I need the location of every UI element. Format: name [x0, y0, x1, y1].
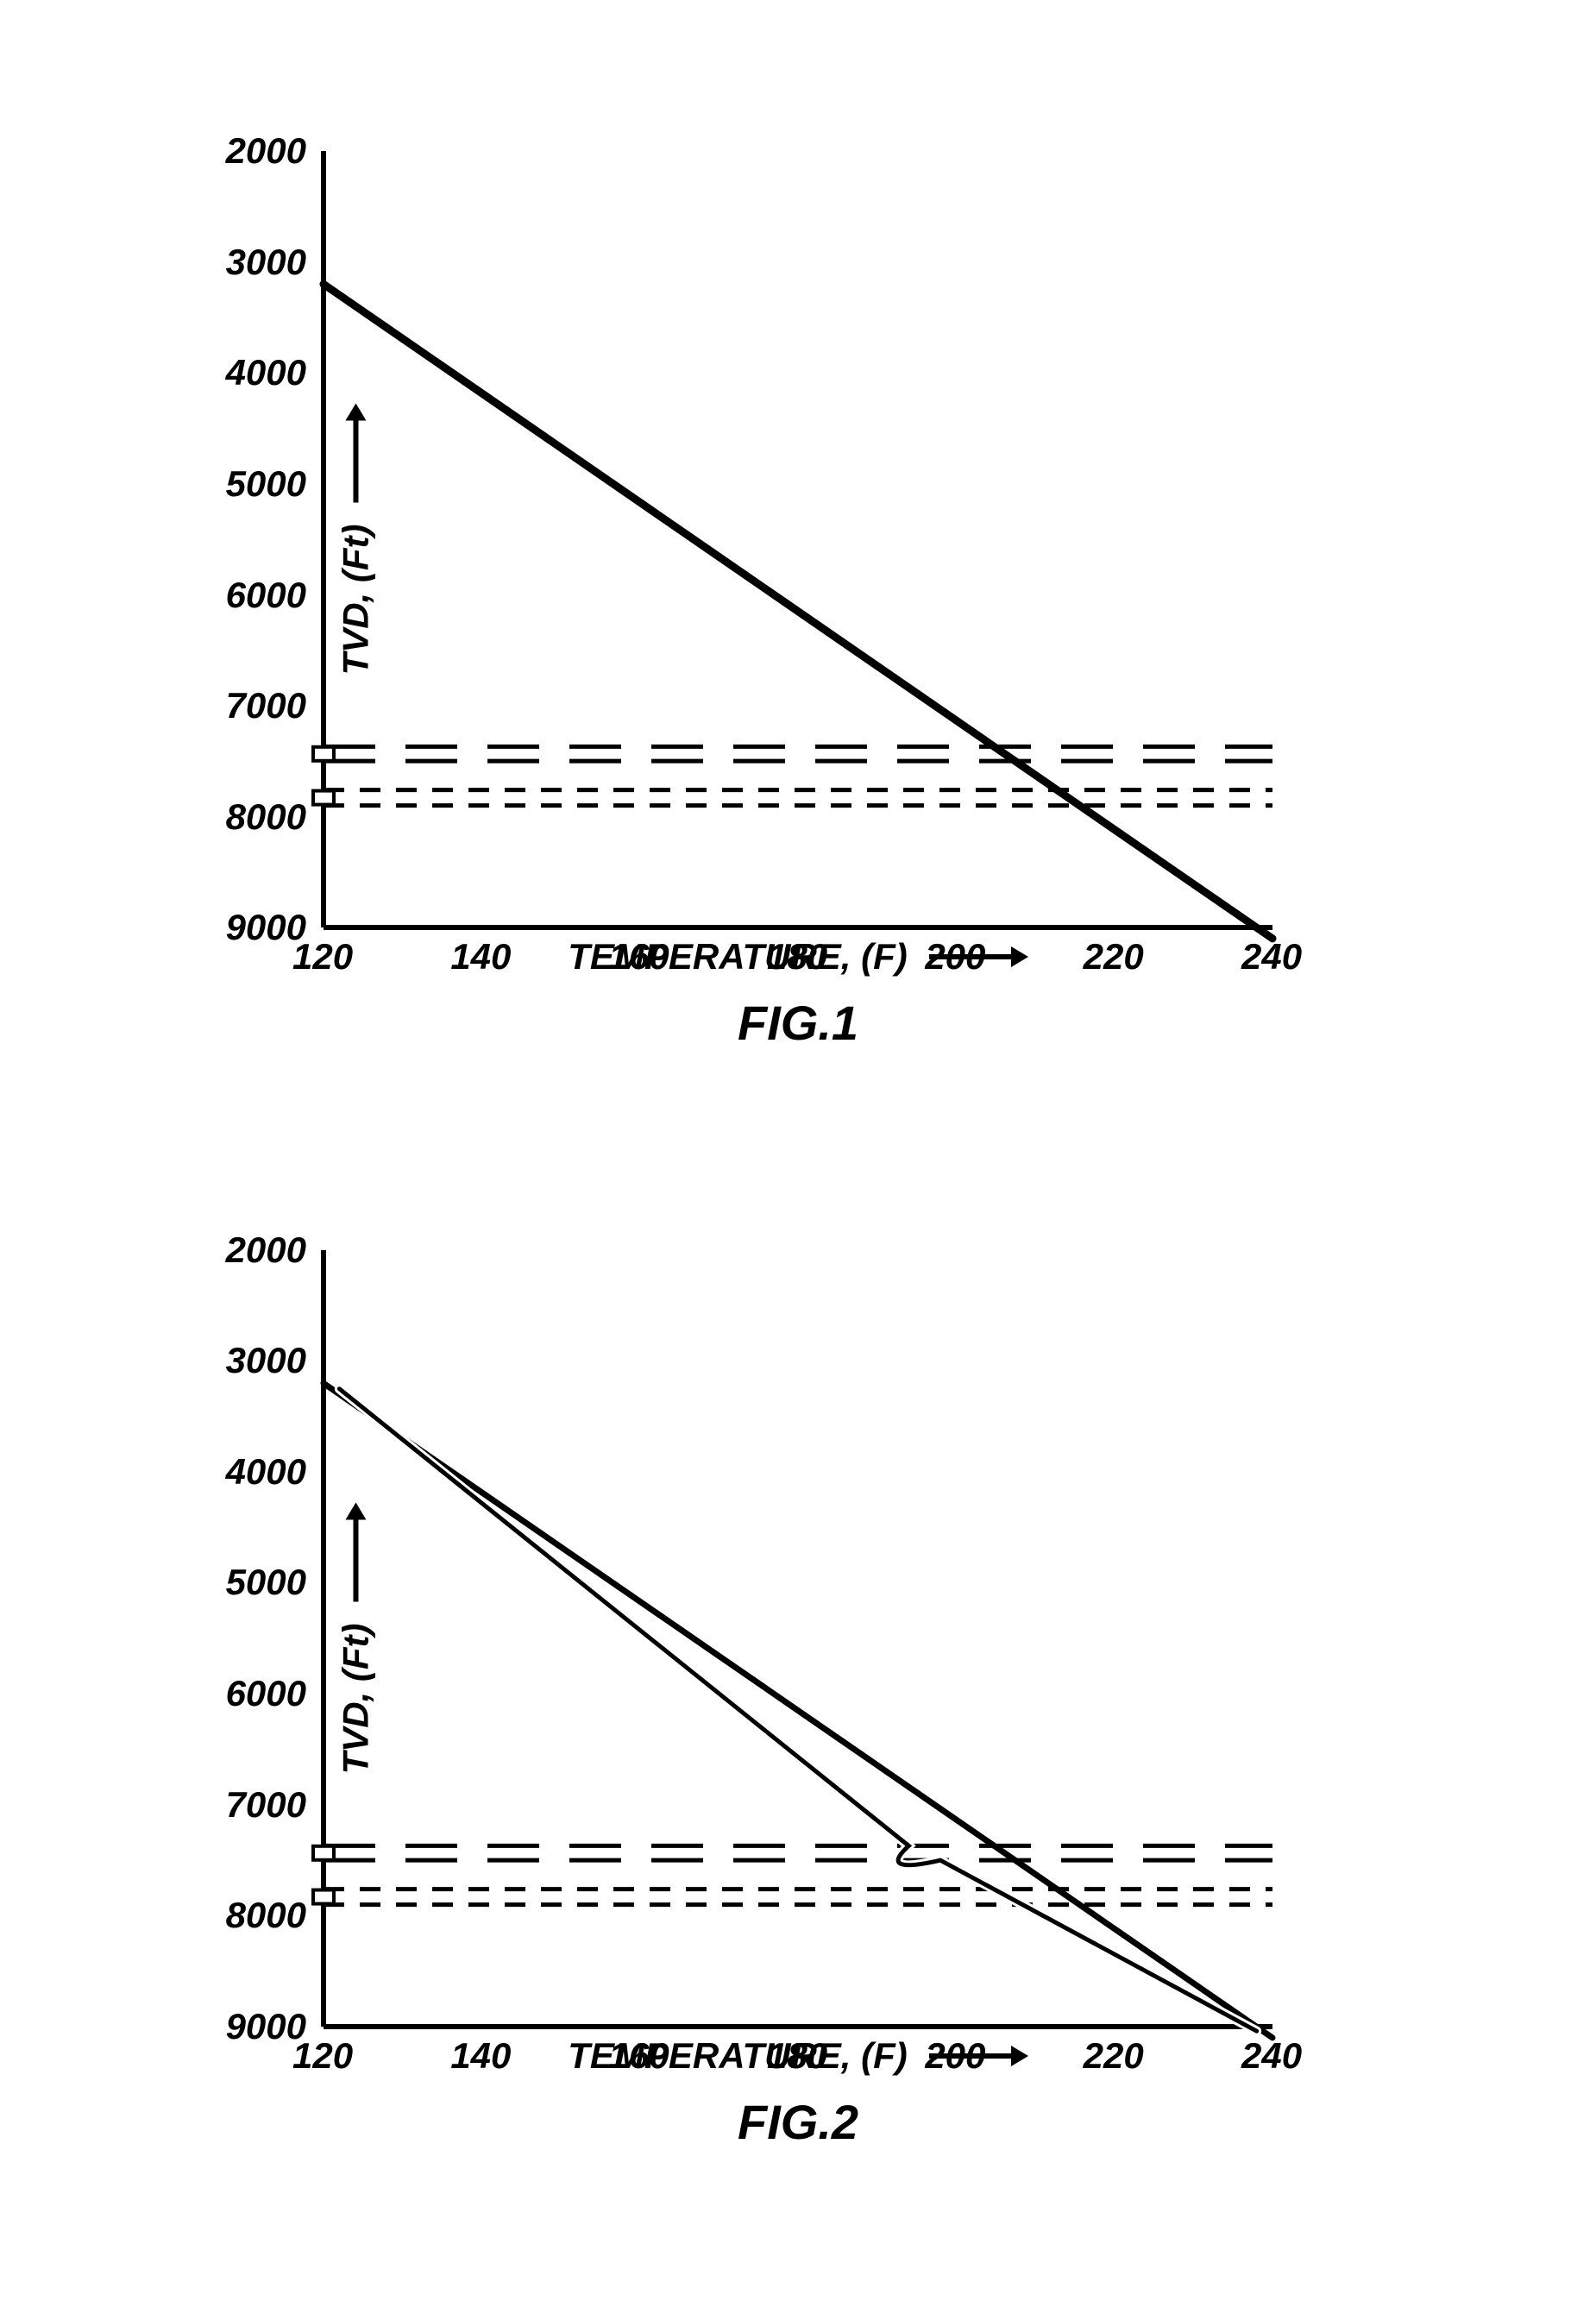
fig2-chart-area: TVD, (Ft) 200030004000500060007000800090…	[324, 1250, 1272, 2027]
y-tick-label: 4000	[185, 1451, 306, 1493]
y-tick-label: 6000	[185, 575, 306, 616]
x-tick-label: 200	[925, 936, 985, 978]
zone-marker	[313, 1889, 334, 1903]
y-tick-label: 8000	[185, 1895, 306, 1936]
x-tick-label: 240	[1241, 936, 1302, 978]
x-tick-label: 220	[1084, 936, 1144, 978]
y-tick-label: 7000	[185, 685, 306, 726]
fig1-plot: 2000300040005000600070008000900012014016…	[324, 151, 1272, 927]
page: TVD, (Ft) 200030004000500060007000800090…	[0, 0, 1596, 2301]
fig1-block: TVD, (Ft) 200030004000500060007000800090…	[35, 151, 1561, 1051]
fig2-block: TVD, (Ft) 200030004000500060007000800090…	[35, 1250, 1561, 2150]
x-tick-label: 120	[292, 2035, 353, 2077]
zone-marker	[313, 791, 334, 805]
x-tick-label: 180	[767, 2035, 827, 2077]
y-tick-label: 3000	[185, 1340, 306, 1381]
y-tick-label: 5000	[185, 1562, 306, 1603]
zone-marker	[313, 1846, 334, 1860]
x-tick-label: 140	[450, 936, 511, 978]
fig2-plot: 2000300040005000600070008000900012014016…	[324, 1250, 1272, 2027]
y-tick-label: 3000	[185, 242, 306, 283]
zone-marker	[313, 747, 334, 761]
x-tick-label: 160	[609, 936, 669, 978]
y-tick-label: 4000	[185, 352, 306, 393]
chart-svg	[324, 1250, 1272, 2027]
x-tick-label: 240	[1241, 2035, 1302, 2077]
y-tick-label: 8000	[185, 796, 306, 838]
x-tick-label: 200	[925, 2035, 985, 2077]
gradient-line-outer	[324, 1383, 1272, 2038]
y-tick-label: 7000	[185, 1784, 306, 1826]
y-tick-label: 5000	[185, 463, 306, 505]
x-tick-label: 180	[767, 936, 827, 978]
y-tick-label: 2000	[185, 130, 306, 172]
gradient-line	[324, 285, 1272, 940]
fig1-chart-area: TVD, (Ft) 200030004000500060007000800090…	[324, 151, 1272, 927]
x-tick-label: 160	[609, 2035, 669, 2077]
x-tick-label: 120	[292, 936, 353, 978]
x-tick-label: 220	[1084, 2035, 1144, 2077]
y-tick-label: 9000	[185, 907, 306, 948]
y-tick-label: 2000	[185, 1229, 306, 1271]
fig2-title: FIG.2	[738, 2094, 858, 2150]
chart-svg	[324, 151, 1272, 927]
fig1-title: FIG.1	[738, 995, 858, 1051]
y-tick-label: 9000	[185, 2006, 306, 2047]
y-tick-label: 6000	[185, 1673, 306, 1714]
x-tick-label: 140	[450, 2035, 511, 2077]
